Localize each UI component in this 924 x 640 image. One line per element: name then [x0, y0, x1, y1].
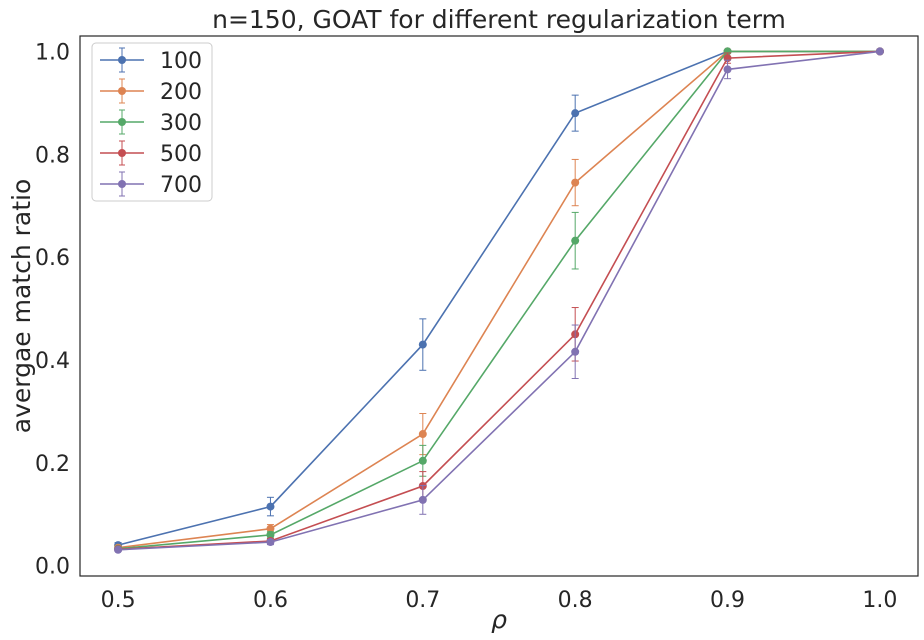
legend-item-100: 100: [100, 47, 202, 74]
series-line: [118, 50, 880, 551]
legend-swatch-marker: [118, 149, 126, 157]
data-point: [571, 178, 580, 187]
series-line: [118, 50, 880, 550]
series-layer: [114, 47, 884, 554]
data-point: [418, 340, 427, 349]
legend-item-700: 700: [100, 171, 202, 198]
legend-label: 200: [160, 80, 202, 105]
plot-area: [79, 35, 919, 577]
legend-swatch-marker: [118, 180, 126, 188]
x-tick-label: 0.6: [253, 588, 288, 613]
x-axis-ticks: 0.5 0.6 0.7 0.8 0.9 1.0: [101, 588, 898, 613]
data-point: [723, 65, 732, 74]
y-axis-label: avergae match ratio: [7, 179, 36, 434]
legend-item-500: 500: [100, 140, 202, 167]
data-point: [875, 47, 884, 56]
legend-item-300: 300: [100, 109, 202, 136]
x-tick-label: 0.7: [405, 588, 440, 613]
legend-item-200: 200: [100, 78, 202, 105]
legend-swatch-marker: [118, 87, 126, 95]
data-point: [114, 545, 123, 554]
y-tick-label: 0.4: [35, 349, 70, 374]
legend: 100 200 300 500 700: [91, 42, 213, 202]
data-point: [571, 236, 580, 245]
x-axis-label: ρ: [491, 605, 507, 634]
legend-label: 500: [160, 142, 202, 167]
legend-label: 700: [160, 173, 202, 198]
data-point: [266, 530, 275, 539]
legend-label: 100: [160, 49, 202, 74]
legend-swatch-marker: [118, 118, 126, 126]
data-point: [418, 456, 427, 465]
y-tick-label: 0.6: [35, 246, 70, 271]
data-point: [418, 495, 427, 504]
chart-title: n=150, GOAT for different regularization…: [212, 5, 786, 34]
x-tick-label: 1.0: [862, 588, 897, 613]
series-700: [114, 47, 884, 554]
data-point: [266, 502, 275, 511]
legend-label: 300: [160, 111, 202, 136]
y-tick-label: 1.0: [35, 40, 70, 65]
data-point: [266, 538, 275, 547]
x-tick-label: 0.5: [101, 588, 136, 613]
data-point: [266, 524, 275, 533]
series-line: [118, 50, 880, 551]
legend-swatch-marker: [118, 56, 126, 64]
y-tick-label: 0.0: [35, 555, 70, 580]
y-axis-ticks: 0.0 0.2 0.4 0.6 0.8 1.0: [35, 40, 70, 579]
x-tick-label: 0.9: [710, 588, 745, 613]
y-tick-label: 0.2: [35, 452, 70, 477]
data-point: [571, 109, 580, 118]
data-point: [418, 430, 427, 439]
y-tick-label: 0.8: [35, 143, 70, 168]
data-point: [571, 347, 580, 356]
x-tick-label: 0.8: [558, 588, 593, 613]
